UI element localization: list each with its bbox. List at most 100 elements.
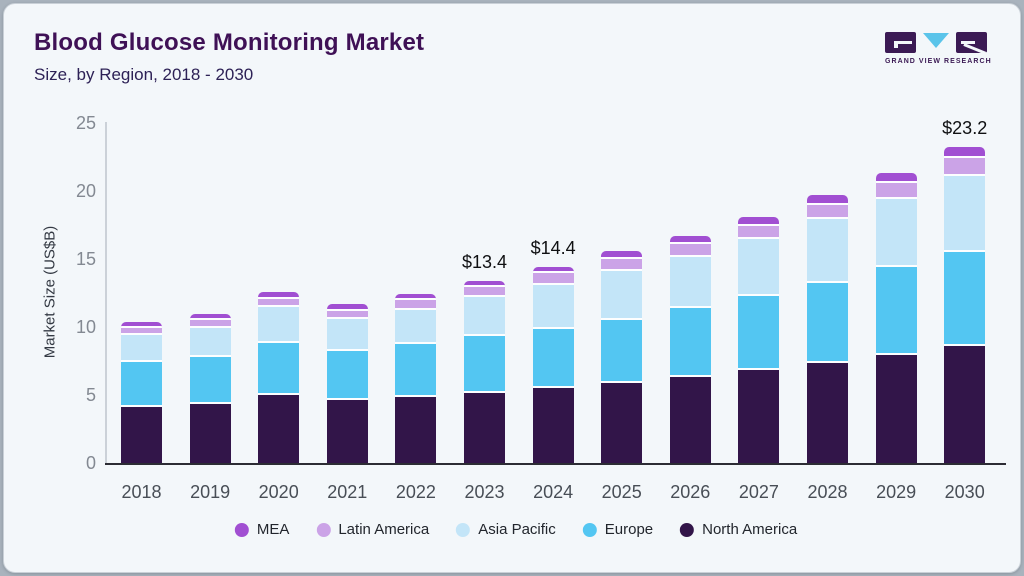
bar-segment-mea[interactable] [464,280,505,287]
bar-segment-latin-america[interactable] [601,258,643,272]
bar-segment-asia-pacific[interactable] [807,219,848,284]
bar-segment-north-america[interactable] [738,370,780,463]
bar-segment-mea[interactable] [944,146,986,158]
bar-segment-europe[interactable] [258,342,300,395]
bar-segment-latin-america[interactable] [258,298,300,308]
bar-2020[interactable] [258,291,300,463]
bar-segment-latin-america[interactable] [326,310,368,319]
bar-segment-mea[interactable] [258,291,300,299]
bar-segment-north-america[interactable] [601,382,643,463]
legend-label-north-america: North America [702,521,798,538]
bar-segment-europe[interactable] [121,361,162,407]
bar-segment-europe[interactable] [601,319,643,383]
bar-segment-asia-pacific[interactable] [464,297,505,337]
x-tick-label-2021: 2021 [327,482,368,502]
bar-segment-north-america[interactable] [532,388,574,463]
bar-segment-latin-america[interactable] [807,205,848,220]
bar-segment-asia-pacific[interactable] [189,327,231,358]
bar-segment-europe[interactable] [875,267,917,356]
bar-segment-mea[interactable] [669,235,711,245]
bar-segment-asia-pacific[interactable] [669,256,711,308]
bar-segment-europe[interactable] [807,283,848,363]
bar-segment-latin-america[interactable] [944,157,986,177]
bar-segment-latin-america[interactable] [189,320,231,328]
bar-2022[interactable] [395,293,437,463]
bar-segment-north-america[interactable] [669,377,711,463]
bar-segment-asia-pacific[interactable] [532,284,574,329]
x-tick-label-2018: 2018 [121,482,162,502]
value-annotation-2024: $14.4 [530,238,576,259]
legend-swatch-north-america [680,522,695,537]
bar-segment-asia-pacific[interactable] [326,318,368,351]
bar-segment-latin-america[interactable] [395,300,437,310]
x-tick-label-2029: 2029 [876,482,917,502]
bar-segment-north-america[interactable] [395,397,437,463]
bar-segment-north-america[interactable] [944,345,986,463]
bar-segment-latin-america[interactable] [464,286,505,298]
bar-segment-north-america[interactable] [189,404,231,463]
bar-segment-north-america[interactable] [807,362,848,463]
bar-segment-europe[interactable] [944,251,986,346]
bar-segment-asia-pacific[interactable] [395,309,437,344]
x-tick-label-2028: 2028 [807,482,848,502]
bar-segment-asia-pacific[interactable] [601,271,643,320]
bar-segment-mea[interactable] [121,321,162,328]
bar-segment-mea[interactable] [807,195,848,206]
legend-label-latin-america: Latin America [338,521,430,538]
x-axis-line [105,463,1006,465]
bar-2025[interactable] [601,251,643,463]
bar-segment-europe[interactable] [464,336,505,393]
bar-segment-mea[interactable] [189,313,231,321]
bar-segment-mea[interactable] [395,293,437,301]
legend-item-europe[interactable]: Europe [582,521,653,538]
bar-segment-latin-america[interactable] [738,225,780,240]
legend-item-mea[interactable]: MEA [234,521,289,538]
bar-segment-latin-america[interactable] [532,273,574,285]
bar-segment-asia-pacific[interactable] [121,335,162,362]
bar-2021[interactable] [326,303,368,463]
x-tick-label-2024: 2024 [533,482,574,502]
chart-legend: MEA Latin America Asia Pacific Europe North … [234,521,797,538]
bar-2023[interactable] [464,280,505,463]
bar-segment-north-america[interactable] [121,406,162,463]
value-annotation-2023: $13.4 [461,251,508,272]
bar-segment-europe[interactable] [738,295,780,371]
bar-segment-europe[interactable] [532,328,574,389]
bar-segment-latin-america[interactable] [121,327,162,336]
bar-2029[interactable] [875,172,917,463]
gvr-logo-marks [885,32,987,54]
bar-segment-europe[interactable] [395,343,437,398]
bar-segment-north-america[interactable] [464,392,505,463]
bar-segment-mea[interactable] [601,251,643,259]
bar-segment-europe[interactable] [669,307,711,378]
bar-segment-asia-pacific[interactable] [258,307,300,343]
bar-segment-north-america[interactable] [875,355,917,463]
bar-segment-asia-pacific[interactable] [738,239,780,296]
legend-item-latin-america[interactable]: Latin America [316,521,429,538]
bar-2028[interactable] [807,195,848,463]
bar-segment-mea[interactable] [875,172,917,184]
bar-segment-north-america[interactable] [258,394,300,463]
y-tick-label-25: 25 [75,113,96,133]
bar-2018[interactable] [121,321,162,463]
bar-2027[interactable] [738,216,780,463]
bar-segment-latin-america[interactable] [669,244,711,257]
legend-swatch-europe [582,522,597,537]
bar-segment-mea[interactable] [738,216,780,226]
bar-segment-mea[interactable] [326,303,368,311]
bar-segment-north-america[interactable] [326,399,368,463]
bar-segment-europe[interactable] [189,357,231,405]
bar-2030[interactable] [944,146,986,463]
bar-segment-asia-pacific[interactable] [875,199,917,268]
bar-2024[interactable] [532,267,574,463]
bar-2026[interactable] [669,235,711,463]
bar-2019[interactable] [189,313,231,463]
x-tick-label-2020: 2020 [258,482,299,502]
legend-item-north-america[interactable]: North America [680,521,797,538]
bar-segment-europe[interactable] [326,350,368,400]
bar-segment-latin-america[interactable] [875,183,917,200]
legend-item-asia-pacific[interactable]: Asia Pacific [456,521,556,538]
bar-segment-asia-pacific[interactable] [944,176,986,252]
bar-segment-mea[interactable] [532,267,574,274]
